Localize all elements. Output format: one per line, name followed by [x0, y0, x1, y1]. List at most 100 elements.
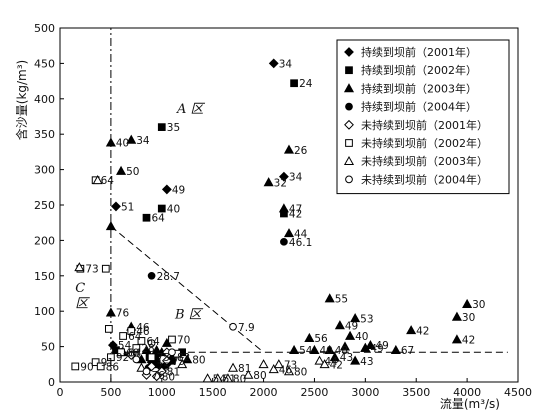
point-label: 40 — [355, 331, 368, 343]
region-label: B 区 — [174, 307, 204, 322]
point-label: 67 — [401, 345, 414, 357]
point-label: 76 — [152, 370, 166, 382]
point-label: 73 — [85, 264, 98, 276]
data-point — [96, 362, 105, 371]
data-point — [212, 373, 223, 383]
data-point — [406, 325, 417, 335]
legend-label: 持续到坝前（2002年） — [361, 63, 477, 77]
legend-box — [336, 39, 510, 195]
data-point — [101, 264, 110, 273]
data-point — [304, 332, 315, 342]
data-point — [451, 311, 462, 321]
data-point — [339, 341, 351, 351]
x-tick-label: 1000 — [148, 386, 176, 399]
x-tick-label: 4000 — [453, 386, 481, 399]
point-label: 43 — [340, 352, 353, 364]
data-point — [168, 335, 176, 344]
point-label: 56 — [314, 333, 328, 345]
point-label: 54 — [213, 373, 227, 385]
data-point — [151, 371, 162, 382]
point-label: 90 — [80, 361, 93, 373]
data-point — [279, 171, 289, 182]
data-point — [324, 293, 335, 303]
point-label: 34 — [289, 172, 303, 184]
data-point — [177, 359, 188, 369]
point-label: 42 — [330, 359, 343, 371]
data-point — [263, 177, 274, 187]
point-label: 75 — [172, 356, 185, 368]
point-label: 40 — [167, 204, 180, 216]
legend-marker — [345, 66, 353, 75]
data-point — [273, 359, 284, 369]
x-tick-label: 3500 — [402, 386, 430, 399]
y-tick-label: 500 — [34, 22, 55, 35]
point-label: 35 — [167, 122, 180, 134]
data-point — [147, 353, 156, 362]
legend-label: 未持续到坝前（2003年） — [361, 154, 488, 168]
point-label: 44 — [325, 356, 339, 368]
point-label: 75 — [157, 361, 170, 373]
legend-label: 未持续到坝前（2004年） — [361, 172, 488, 186]
legend-marker — [345, 175, 353, 184]
x-tick-label: 2000 — [250, 386, 278, 399]
legend-label: 持续到坝前（2004年） — [361, 100, 477, 114]
point-label: 54 — [299, 345, 313, 357]
point-label: 7.9 — [238, 322, 255, 334]
data-point — [451, 334, 462, 344]
point-label: 42 — [462, 335, 475, 347]
data-point — [168, 348, 176, 357]
point-label: 46 — [136, 326, 150, 338]
data-point — [390, 344, 401, 354]
data-point — [137, 337, 146, 345]
data-point — [283, 144, 295, 154]
data-point — [104, 325, 113, 333]
data-point — [329, 351, 340, 362]
data-point — [283, 228, 295, 238]
data-point — [462, 298, 473, 308]
point-label: 51 — [121, 201, 134, 213]
point-label: 64 — [152, 213, 166, 225]
data-point — [227, 362, 239, 372]
data-point — [142, 367, 151, 376]
data-point — [142, 213, 151, 222]
data-point — [107, 353, 115, 362]
y-tick-label: 400 — [34, 93, 55, 106]
point-label: 70 — [177, 335, 190, 347]
point-label: 42 — [416, 325, 429, 337]
point-label: 46.1 — [289, 237, 312, 249]
x-axis-title: 流量(m³/s) — [440, 397, 500, 411]
region-label: C — [75, 281, 85, 296]
y-tick-label: 250 — [34, 199, 55, 212]
data-point — [74, 262, 85, 272]
data-point — [319, 359, 330, 369]
point-label: 64 — [101, 175, 115, 187]
point-label: 30 — [472, 299, 485, 311]
data-point — [161, 184, 172, 195]
point-label: 40 — [319, 345, 332, 357]
data-point — [222, 373, 233, 383]
data-point — [127, 327, 136, 335]
data-point — [229, 322, 237, 331]
point-label: 84 — [128, 347, 142, 359]
legend-marker — [343, 83, 355, 93]
point-label: 44 — [294, 228, 308, 240]
data-point — [156, 366, 167, 377]
point-label: 80 — [192, 354, 205, 366]
point-label: 81 — [238, 363, 251, 375]
data-point — [161, 355, 172, 366]
point-label: 49 — [375, 340, 388, 352]
point-label: 73 — [284, 359, 297, 371]
data-point — [126, 134, 137, 144]
data-point — [258, 359, 269, 369]
y-axis-title: 含沙量(kg/m³) — [14, 60, 29, 140]
data-point — [91, 358, 100, 367]
point-label: 40 — [116, 138, 129, 150]
point-label: 26 — [294, 145, 308, 157]
data-point — [309, 344, 320, 354]
y-tick-label: 150 — [34, 270, 55, 283]
y-tick-label: 300 — [34, 164, 55, 177]
point-label: 80 — [233, 373, 246, 385]
point-label: 53 — [360, 313, 373, 325]
point-label: 50 — [126, 166, 139, 178]
data-point — [71, 362, 80, 371]
